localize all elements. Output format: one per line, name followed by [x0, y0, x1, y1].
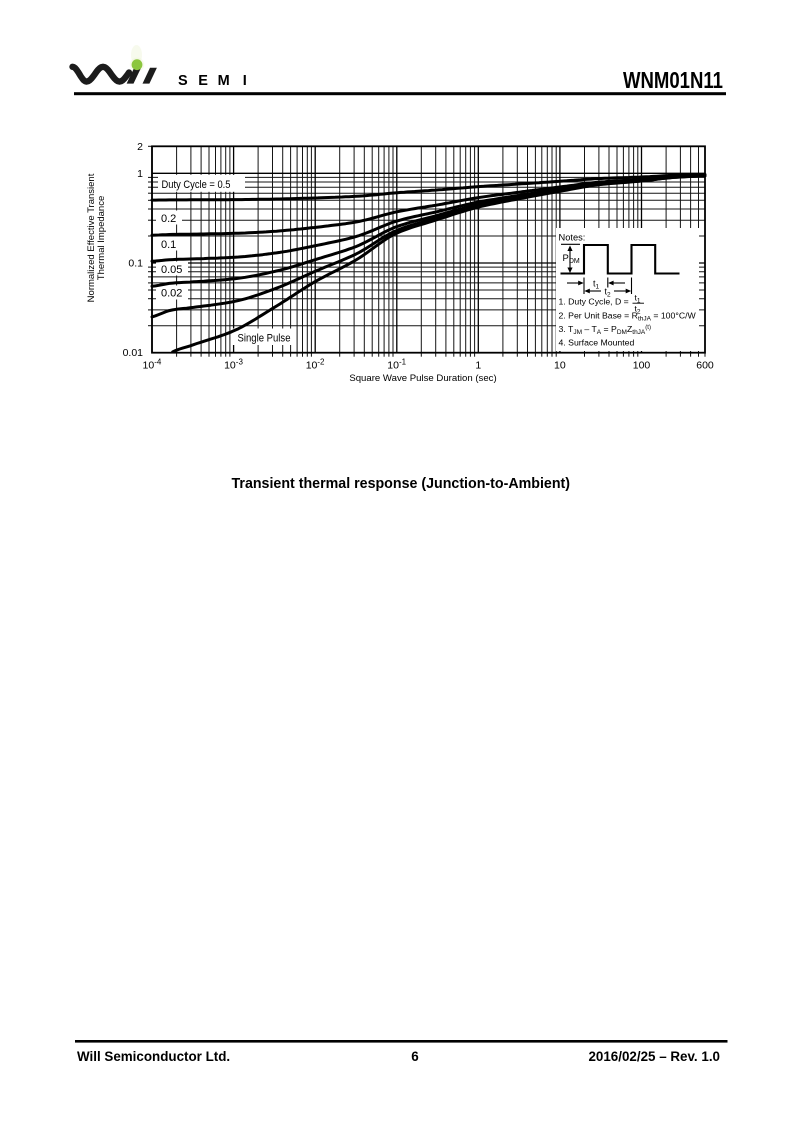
- svg-text:M: M: [218, 73, 230, 89]
- svg-text:t2: t2: [605, 287, 612, 299]
- svg-text:Square Wave Pulse Duration (se: Square Wave Pulse Duration (sec): [349, 373, 496, 384]
- svg-text:Thermal Impedance: Thermal Impedance: [96, 196, 107, 280]
- svg-text:Duty Cycle = 0.5: Duty Cycle = 0.5: [162, 179, 231, 191]
- svg-text:3. TJM – TA = PDMZthJA(t): 3. TJM – TA = PDMZthJA(t): [559, 324, 651, 336]
- svg-text:2: 2: [137, 141, 143, 153]
- svg-text:10-2: 10-2: [306, 358, 325, 372]
- svg-text:0.1: 0.1: [128, 258, 143, 270]
- svg-text:Normalized Effective Transient: Normalized Effective Transient: [86, 173, 97, 302]
- svg-text:6: 6: [411, 1049, 418, 1064]
- svg-text:Transient thermal response (Ju: Transient thermal response (Junction-to-…: [232, 476, 571, 492]
- svg-text:Will Semiconductor Ltd.: Will Semiconductor Ltd.: [77, 1049, 230, 1064]
- svg-text:0.2: 0.2: [161, 213, 176, 225]
- svg-text:2016/02/25 – Rev. 1.0: 2016/02/25 – Rev. 1.0: [588, 1049, 720, 1064]
- svg-text:S: S: [178, 73, 188, 89]
- svg-text:Notes:: Notes:: [559, 233, 586, 243]
- svg-text:I: I: [243, 73, 247, 89]
- svg-text:0.05: 0.05: [161, 264, 182, 276]
- svg-text:t2: t2: [635, 304, 641, 316]
- svg-text:Single Pulse: Single Pulse: [238, 333, 291, 345]
- svg-text:10: 10: [554, 360, 566, 372]
- svg-text:0.02: 0.02: [161, 288, 182, 300]
- svg-text:2. Per Unit Base = RthJA = 100: 2. Per Unit Base = RthJA = 100°C/W: [559, 311, 697, 323]
- svg-text:1: 1: [137, 168, 143, 180]
- svg-text:0.01: 0.01: [123, 347, 144, 359]
- svg-text:t1: t1: [635, 293, 641, 305]
- svg-text:10-3: 10-3: [224, 358, 243, 372]
- svg-text:E: E: [198, 73, 208, 89]
- svg-text:10-1: 10-1: [387, 358, 406, 372]
- svg-text:WNM01N11: WNM01N11: [623, 67, 723, 93]
- svg-text:1: 1: [475, 360, 481, 372]
- svg-text:100: 100: [633, 360, 651, 372]
- svg-text:1. Duty Cycle, D =: 1. Duty Cycle, D =: [559, 297, 629, 307]
- svg-text:t1: t1: [593, 279, 600, 291]
- svg-text:600: 600: [696, 360, 714, 372]
- svg-text:0.1: 0.1: [161, 239, 176, 251]
- svg-text:4. Surface Mounted: 4. Surface Mounted: [559, 337, 635, 347]
- svg-text:10-4: 10-4: [143, 358, 162, 372]
